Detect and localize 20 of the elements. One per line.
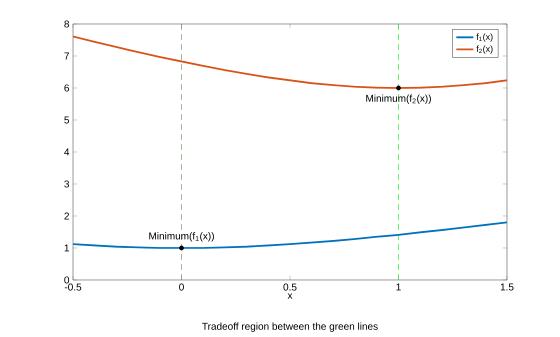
y-tick-label: 6 — [64, 84, 70, 92]
legend-label: f$_{2}$(x) — [476, 45, 493, 54]
x-tick-label: 1.5 — [500, 284, 514, 290]
annotation: Minimum(f$_{2}$(x)) — [366, 94, 431, 104]
legend-label: f$_{1}$(x) — [476, 33, 493, 42]
x-tick-label: 1 — [396, 284, 401, 290]
y-tick-label: 4 — [64, 148, 70, 156]
y-tick-label: 0 — [64, 276, 70, 284]
annotation: Minimum(f$_{1}$(x)) — [149, 232, 214, 242]
x-tick-label: 0 — [179, 284, 184, 291]
text: Tradeoff region between the green lines — [202, 322, 378, 332]
x-tick-label: -0.5 — [64, 284, 82, 291]
y-tick-label: 2 — [64, 212, 69, 220]
y-tick-label: 5 — [64, 116, 70, 124]
y-tick-label: 1 — [64, 244, 69, 252]
y-tick-label: 7 — [64, 52, 69, 60]
y-tick-label: 8 — [64, 20, 70, 28]
x-axis-title: x — [288, 293, 292, 299]
y-tick-label: 3 — [64, 180, 70, 188]
x-tick-label: 0.5 — [283, 284, 297, 291]
